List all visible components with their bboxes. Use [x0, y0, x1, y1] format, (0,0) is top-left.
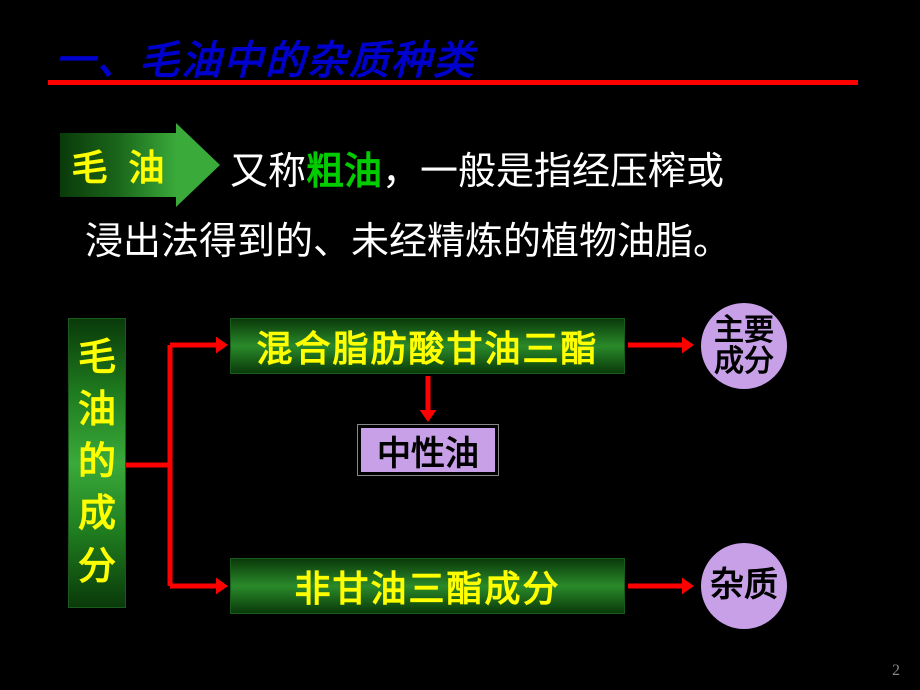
main-component-circle: 主要 成分: [698, 300, 790, 392]
vchar: 分: [78, 547, 116, 589]
slide-title: 一、毛油中的杂质种类: [55, 28, 865, 86]
neutral-oil-box: 中性油: [358, 425, 498, 475]
badge-label: 毛 油: [60, 133, 176, 197]
crude-oil-badge: 毛 油: [60, 132, 220, 198]
triglyceride-box: 混合脂肪酸甘油三酯: [230, 318, 625, 374]
vchar: 的: [78, 442, 116, 484]
definition-line-2: 浸出法得到的、未经精炼的植物油脂。: [85, 210, 731, 265]
vchar: 成: [78, 494, 116, 536]
title-text: 一、毛油中的杂质种类: [55, 28, 865, 86]
non-triglyceride-box: 非甘油三酯成分: [230, 558, 625, 614]
def-prefix: 又称: [230, 140, 306, 195]
title-underline: [48, 80, 858, 85]
circle-main-line2: 成分: [714, 346, 774, 378]
vchar: 油: [78, 390, 116, 432]
badge-arrowhead: [176, 123, 220, 207]
page-number: 2: [892, 662, 900, 680]
composition-vertical-box: 毛 油 的 成 分: [68, 318, 126, 608]
definition-line-1: 又称 粗油 ，一般是指经压榨或: [230, 140, 724, 195]
impurity-circle: 杂质: [698, 540, 790, 632]
vchar: 毛: [78, 338, 116, 380]
circle-main-line1: 主要: [714, 315, 774, 347]
def-green-term: 粗油: [306, 140, 382, 195]
def-suffix1: ，一般是指经压榨或: [382, 140, 724, 195]
